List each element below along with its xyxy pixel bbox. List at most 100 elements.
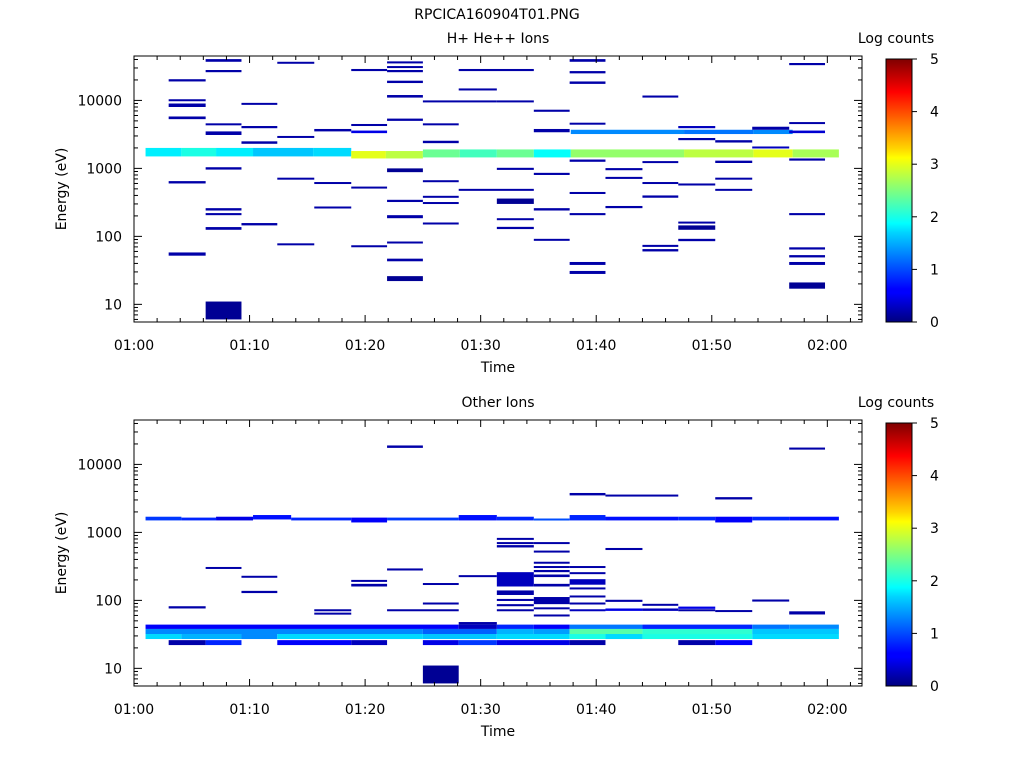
heatmap-cell — [277, 61, 315, 64]
heatmap-cell — [277, 640, 352, 646]
y-tick-label: 10000 — [77, 93, 122, 109]
colorbar-tick-label: 4 — [930, 469, 939, 485]
heatmap-cell — [168, 181, 206, 184]
heatmap-cell — [205, 167, 242, 170]
heatmap-cell — [678, 221, 716, 224]
heatmap-cell — [684, 129, 754, 135]
heatmap-cell — [496, 100, 534, 103]
heatmap-cell — [458, 188, 534, 191]
heatmap-cell — [387, 199, 423, 203]
colorbar-tick-label: 5 — [930, 416, 939, 432]
heatmap-cell — [569, 602, 606, 605]
panel-title: H+ He++ Ions — [447, 31, 550, 47]
y-tick-label: 1000 — [86, 525, 122, 541]
heatmap-cell — [642, 249, 679, 252]
x-tick-label: 02:00 — [807, 338, 847, 354]
heatmap-cell — [533, 597, 570, 605]
x-tick-label: 01:20 — [345, 702, 385, 718]
heatmap-cell — [789, 516, 839, 521]
heatmap-cell — [314, 206, 352, 209]
y-tick-label: 10 — [104, 297, 122, 313]
heatmap-cell — [678, 609, 716, 612]
heatmap-cell — [422, 602, 459, 605]
heatmap-cell — [458, 622, 497, 625]
colorbar-tick-label: 4 — [930, 105, 939, 121]
heatmap-cell — [496, 149, 534, 158]
heatmap-cell — [605, 516, 679, 521]
heatmap-cell — [569, 609, 606, 612]
heatmap-cell — [181, 517, 217, 521]
heatmap-cell — [241, 223, 278, 226]
heatmap-cell — [533, 518, 570, 521]
heatmap-cell — [496, 218, 534, 221]
heatmap-cell — [533, 569, 570, 573]
heatmap-cell — [422, 202, 459, 205]
heatmap-cell — [458, 575, 497, 578]
colorbar-tick-label: 1 — [930, 262, 939, 278]
heatmap-cell — [216, 147, 254, 157]
heatmap-cell — [715, 188, 753, 191]
heatmap-cell — [678, 183, 716, 186]
heatmap-cell — [145, 624, 459, 629]
y-tick-label: 100 — [95, 229, 122, 245]
heatmap-cell — [605, 634, 643, 640]
heatmap-cell — [605, 176, 643, 179]
heatmap-cell — [387, 258, 423, 262]
heatmap-cell — [205, 59, 242, 62]
heatmap-cell — [387, 66, 423, 69]
heatmap-cell — [314, 128, 352, 132]
heatmap-cell — [496, 590, 534, 595]
figure-title: RPCICA160904T01.PNG — [414, 7, 579, 23]
heatmap-cell — [569, 71, 606, 74]
x-axis-label: Time — [480, 360, 515, 376]
heatmap-cell — [277, 135, 315, 138]
heatmap-cell — [387, 276, 423, 282]
heatmap-cell — [605, 205, 643, 209]
heatmap-cell — [642, 195, 679, 198]
heatmap-cell — [789, 122, 826, 125]
heatmap-cell — [533, 208, 570, 211]
colorbar-tick-label: 3 — [930, 157, 939, 173]
heatmap-cell — [351, 579, 388, 582]
heatmap-cell — [533, 607, 570, 610]
heatmap-cell — [605, 168, 643, 171]
heatmap-cell — [533, 172, 570, 175]
heatmap-cell — [533, 109, 570, 112]
heatmap-cell — [715, 497, 753, 500]
heatmap-cell — [277, 243, 315, 246]
heatmap-cell — [569, 492, 606, 496]
heatmap-cell — [387, 609, 459, 612]
heatmap-cell — [241, 126, 278, 129]
heatmap-cell — [533, 550, 570, 553]
heatmap-cell — [277, 634, 423, 640]
heatmap-cell — [422, 180, 459, 183]
heatmap-cell — [205, 566, 242, 569]
heatmap-cell — [205, 227, 242, 230]
colorbar — [885, 422, 913, 687]
heatmap-cell — [496, 572, 534, 587]
heatmap-cell — [496, 604, 534, 607]
x-tick-label: 01:00 — [114, 702, 154, 718]
heatmap-cell — [569, 640, 606, 646]
heatmap-cell — [533, 149, 571, 158]
y-tick-label: 10 — [104, 661, 122, 677]
heatmap-cell — [387, 61, 423, 64]
heatmap-cell — [253, 515, 292, 520]
x-tick-label: 01:50 — [692, 702, 732, 718]
heatmap-cell — [205, 123, 242, 126]
heatmap-cell — [678, 516, 716, 521]
heatmap-cell — [168, 640, 206, 646]
heatmap-cell — [496, 634, 570, 640]
heatmap-cell — [569, 634, 606, 640]
heatmap-cell — [205, 208, 242, 211]
heatmap-cell — [422, 123, 459, 126]
heatmap-cell — [496, 545, 534, 548]
heatmap-cell — [752, 628, 839, 635]
heatmap-cell — [642, 603, 679, 606]
heatmap-cell — [678, 225, 716, 230]
heatmap-cell — [385, 151, 423, 159]
heatmap-cell — [533, 542, 570, 545]
heatmap-cell — [351, 68, 388, 72]
heatmap-cell — [752, 634, 839, 640]
